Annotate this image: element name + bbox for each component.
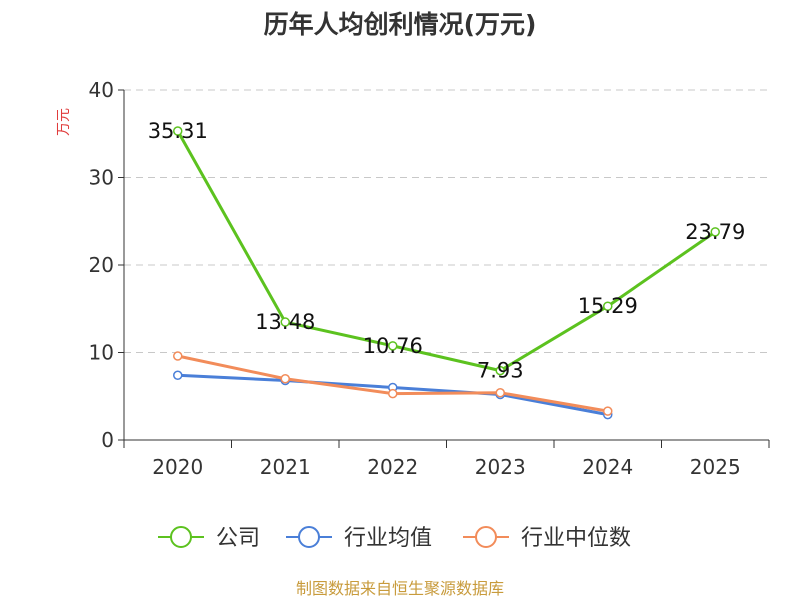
- x-tick-label: 2024: [582, 455, 633, 479]
- data-label: 7.93: [477, 359, 524, 383]
- data-label: 13.48: [255, 310, 315, 334]
- legend-marker: [298, 526, 320, 548]
- legend-item-0[interactable]: 公司: [158, 526, 260, 551]
- data-point: [173, 126, 183, 136]
- data-label: 23.79: [685, 220, 745, 244]
- legend-item-1[interactable]: 行业均值: [286, 526, 432, 551]
- data-point: [603, 406, 613, 416]
- data-label: 15.29: [578, 294, 638, 318]
- data-point: [173, 370, 183, 380]
- legend-marker: [475, 526, 497, 548]
- y-tick-label: 0: [101, 428, 114, 452]
- source-note: 制图数据来自恒生聚源数据库: [296, 579, 504, 598]
- x-tick-label: 2020: [152, 455, 203, 479]
- y-tick-label: 40: [89, 78, 114, 102]
- y-tick-label: 30: [89, 166, 114, 190]
- data-point: [710, 227, 720, 237]
- data-point: [388, 341, 398, 351]
- y-axis-label: 万元: [56, 108, 72, 136]
- series-line-0: [176, 130, 717, 373]
- legend-label: 行业中位数: [521, 526, 631, 551]
- data-point: [388, 388, 398, 399]
- data-label: 35.31: [148, 119, 208, 143]
- legend-label: 行业均值: [344, 526, 432, 551]
- legend-label: 公司: [216, 526, 260, 551]
- grid: [124, 89, 769, 353]
- legend-item-2[interactable]: 行业中位数: [463, 526, 631, 551]
- data-label: 10.76: [363, 334, 423, 358]
- chart-title: 历年人均创利情况(万元): [264, 10, 537, 39]
- x-tick-label: 2021: [260, 455, 311, 479]
- data-point: [603, 301, 613, 311]
- legend[interactable]: 公司 行业均值 行业中位数: [158, 526, 631, 551]
- x-tick-label: 2023: [475, 455, 526, 479]
- data-labels: 35.31 13.48 10.76 7.93 15.29 23.79: [148, 119, 746, 383]
- data-point: [495, 388, 505, 398]
- y-tick-label: 10: [89, 341, 114, 365]
- data-point: [280, 317, 290, 327]
- x-tick-label: 2022: [367, 455, 418, 479]
- series: [173, 126, 720, 420]
- legend-marker: [170, 526, 192, 548]
- data-point: [173, 351, 183, 361]
- y-tick-label: 20: [89, 253, 114, 277]
- data-point: [280, 374, 290, 384]
- x-tick-label: 2025: [690, 455, 741, 479]
- axes: 0 10 20 30 40 2020 2021 2022 2023 2024 2025: [89, 78, 770, 479]
- data-point: [495, 365, 505, 376]
